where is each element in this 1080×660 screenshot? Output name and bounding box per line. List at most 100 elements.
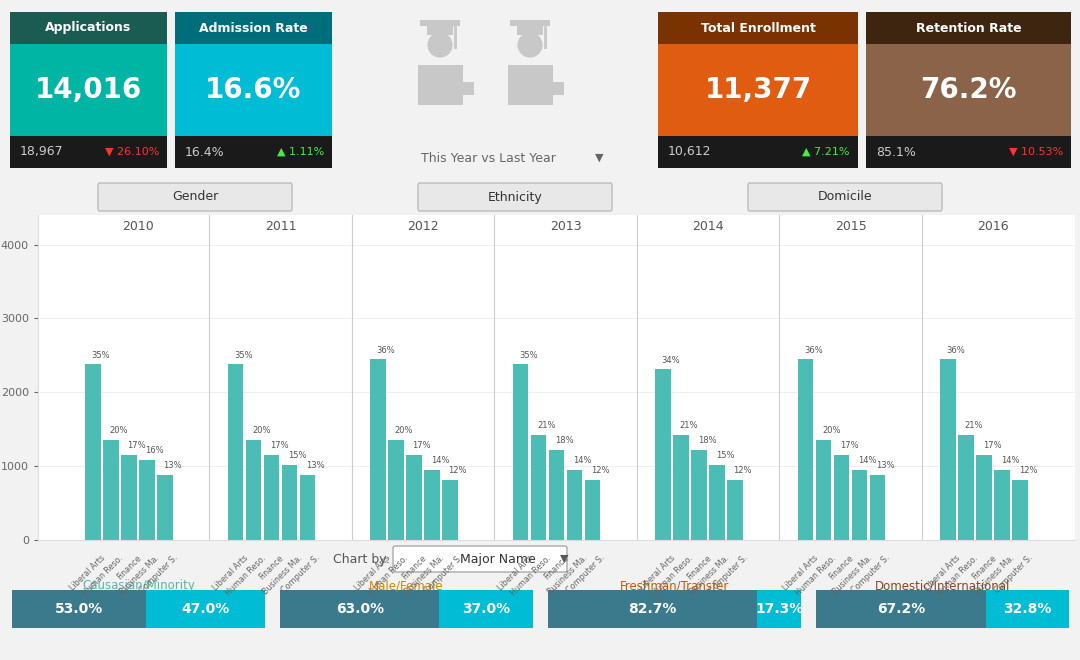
Text: Chart by:: Chart by:	[333, 552, 390, 566]
Text: 20%: 20%	[822, 426, 840, 435]
Text: Human Reso.: Human Reso.	[794, 553, 838, 597]
Text: 14,016: 14,016	[35, 76, 143, 104]
Bar	[282, 465, 297, 540]
Text: 18%: 18%	[555, 436, 573, 445]
Text: 13%: 13%	[163, 461, 183, 471]
Bar	[658, 12, 858, 44]
Text: Liberal Arts: Liberal Arts	[353, 553, 392, 592]
Text: Business Ma.: Business Ma.	[403, 553, 446, 597]
Text: 12%: 12%	[1018, 467, 1037, 475]
Bar	[175, 44, 332, 136]
FancyBboxPatch shape	[98, 183, 292, 211]
Text: Business Ma.: Business Ma.	[688, 553, 731, 597]
Text: 76.2%: 76.2%	[920, 76, 1016, 104]
Text: 36%: 36%	[805, 346, 823, 354]
Bar	[691, 449, 707, 540]
Text: Computer S.: Computer S.	[137, 553, 179, 595]
Text: Domicile: Domicile	[818, 191, 873, 203]
Text: Computer S.: Computer S.	[707, 553, 750, 595]
Text: Finance: Finance	[116, 553, 144, 581]
Bar	[370, 359, 386, 540]
Text: 2015: 2015	[835, 220, 866, 232]
Bar	[264, 455, 280, 540]
Bar	[10, 44, 167, 136]
Bar	[517, 26, 542, 35]
Text: 85.1%: 85.1%	[876, 145, 916, 158]
Text: Human Reso.: Human Reso.	[81, 553, 125, 597]
Text: Liberal Arts: Liberal Arts	[923, 553, 962, 592]
Text: 35%: 35%	[234, 350, 253, 360]
Bar	[428, 26, 453, 35]
Text: Retention Rate: Retention Rate	[916, 22, 1022, 34]
Text: 17%: 17%	[413, 441, 431, 450]
Text: Ethnicity: Ethnicity	[488, 191, 542, 203]
Text: 11,377: 11,377	[704, 76, 812, 104]
Bar	[958, 434, 974, 540]
Text: 14%: 14%	[573, 456, 592, 465]
Text: 14%: 14%	[1001, 456, 1020, 465]
Bar	[406, 455, 422, 540]
Text: Finance: Finance	[258, 553, 286, 581]
Text: 37.0%: 37.0%	[462, 602, 510, 616]
Text: 21%: 21%	[964, 421, 983, 430]
Bar	[139, 459, 154, 540]
Text: 36%: 36%	[377, 346, 395, 354]
Text: Domestic/International: Domestic/International	[875, 579, 1010, 593]
Bar	[530, 434, 546, 540]
Text: 2011: 2011	[265, 220, 296, 232]
Bar	[513, 364, 528, 540]
Text: 21%: 21%	[679, 421, 698, 430]
Text: Human Reso.: Human Reso.	[366, 553, 410, 597]
Text: 14%: 14%	[431, 456, 449, 465]
Bar	[976, 455, 991, 540]
Text: Total Enrollment: Total Enrollment	[701, 22, 815, 34]
Text: 2014: 2014	[692, 220, 724, 232]
Bar	[986, 590, 1069, 628]
Bar	[175, 136, 332, 168]
Text: Business Ma.: Business Ma.	[118, 553, 161, 597]
Bar	[834, 455, 850, 540]
Bar	[12, 590, 146, 628]
Bar	[866, 136, 1071, 168]
Bar	[10, 136, 167, 168]
Text: 21%: 21%	[537, 421, 556, 430]
Bar	[941, 359, 956, 540]
Bar	[1012, 480, 1028, 540]
Bar	[388, 440, 404, 540]
Text: 13%: 13%	[306, 461, 325, 471]
Bar	[299, 475, 315, 540]
Ellipse shape	[428, 32, 453, 57]
Text: 67.2%: 67.2%	[877, 602, 926, 616]
Text: Computer S.: Computer S.	[422, 553, 464, 595]
FancyBboxPatch shape	[748, 183, 942, 211]
Bar	[85, 364, 100, 540]
Text: 15%: 15%	[716, 451, 734, 460]
Text: 18,967: 18,967	[21, 145, 64, 158]
Bar	[673, 434, 689, 540]
Text: 53.0%: 53.0%	[55, 602, 104, 616]
Text: Applications: Applications	[45, 22, 132, 34]
Text: Human Reso.: Human Reso.	[936, 553, 981, 597]
Bar	[567, 470, 582, 540]
Bar	[418, 65, 462, 105]
Bar	[175, 12, 332, 44]
Bar	[146, 590, 265, 628]
Text: 18%: 18%	[698, 436, 716, 445]
Text: Liberal Arts: Liberal Arts	[638, 553, 677, 592]
Text: 12%: 12%	[448, 467, 467, 475]
Bar	[10, 12, 167, 44]
Bar	[866, 12, 1071, 44]
Bar	[994, 470, 1010, 540]
Text: Human Reso.: Human Reso.	[509, 553, 553, 597]
Bar	[245, 440, 261, 540]
Text: 17%: 17%	[840, 441, 859, 450]
Bar	[510, 20, 550, 26]
Bar	[103, 440, 119, 540]
Ellipse shape	[517, 32, 542, 57]
Text: Business Ma.: Business Ma.	[260, 553, 303, 597]
Bar	[658, 136, 858, 168]
Text: Finance: Finance	[543, 553, 570, 581]
Text: Male/Female: Male/Female	[369, 579, 444, 593]
Bar	[816, 590, 986, 628]
Text: 35%: 35%	[519, 350, 538, 360]
